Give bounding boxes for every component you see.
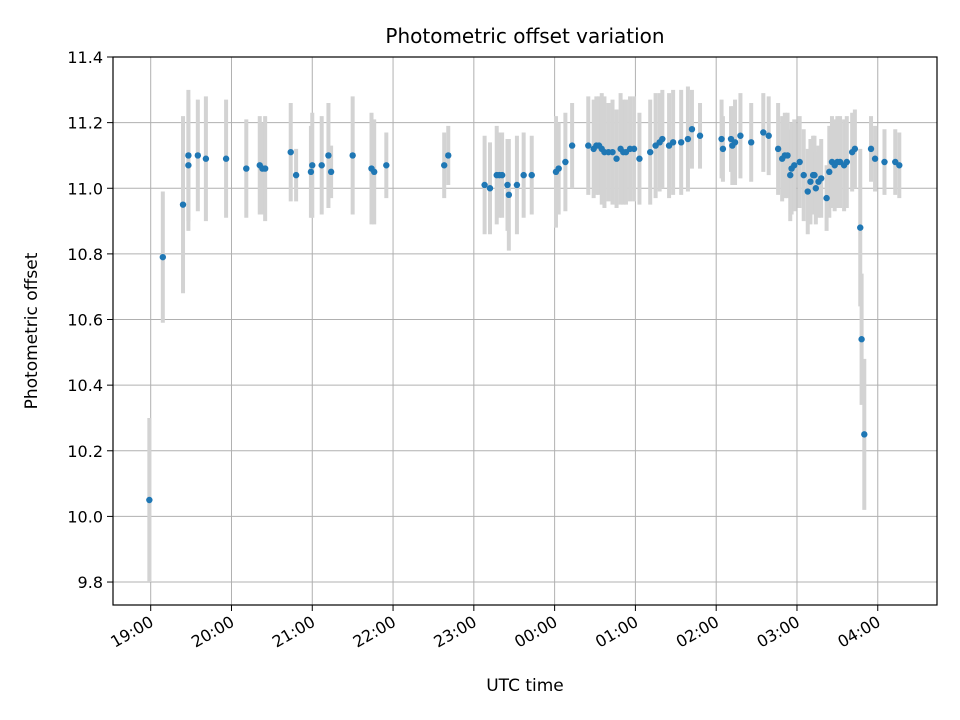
data-point (194, 152, 202, 159)
data-point (383, 162, 390, 169)
data-point (871, 155, 879, 162)
data-point (636, 155, 643, 162)
data-point (486, 185, 494, 192)
data-point (307, 168, 315, 176)
data-point (659, 135, 666, 143)
data-point (791, 162, 798, 169)
data-point (630, 145, 638, 153)
data-point (857, 224, 864, 231)
data-point (807, 178, 814, 185)
data-point (146, 496, 153, 504)
data-point (202, 155, 210, 162)
data-point (287, 148, 294, 156)
data-point (318, 162, 325, 169)
data-point (505, 191, 513, 199)
y-tick-label: 11.4 (67, 48, 103, 67)
data-point (765, 132, 772, 139)
data-point (881, 158, 888, 166)
data-point (811, 171, 818, 179)
data-point (185, 152, 192, 159)
data-point (371, 168, 378, 176)
data-point (613, 155, 620, 162)
data-point (513, 181, 521, 189)
data-point (349, 152, 356, 159)
data-point (851, 145, 859, 153)
data-point (585, 142, 592, 149)
data-point (562, 158, 569, 166)
y-tick-label: 9.8 (78, 573, 103, 592)
data-point (804, 188, 811, 195)
data-point (498, 171, 506, 179)
data-point (684, 135, 692, 143)
data-points (146, 125, 903, 504)
data-point (796, 158, 803, 166)
data-point (858, 336, 865, 343)
data-point (555, 165, 562, 172)
data-point (861, 431, 868, 438)
data-point (718, 135, 725, 143)
data-point (520, 171, 527, 179)
data-point (800, 171, 807, 179)
data-point (609, 148, 616, 156)
data-point (747, 139, 755, 146)
y-axis-title: Photometric offset (22, 252, 42, 409)
y-tick-label: 10.0 (67, 507, 103, 526)
data-point (669, 139, 677, 146)
data-point (784, 152, 791, 159)
y-tick-label: 10.4 (67, 376, 103, 395)
data-point (528, 171, 535, 179)
data-point (867, 145, 875, 153)
x-axis-title: UTC time (486, 676, 564, 696)
chart-title: Photometric offset variation (385, 24, 664, 48)
data-point (481, 181, 488, 189)
data-point (445, 152, 452, 159)
data-point (243, 165, 250, 172)
data-point (823, 194, 830, 202)
data-point (818, 175, 825, 182)
data-point (309, 162, 316, 169)
data-point (325, 152, 332, 159)
data-point (719, 145, 727, 153)
data-point (688, 125, 696, 133)
y-tick-label: 10.8 (67, 245, 103, 264)
data-point (896, 162, 903, 169)
data-point (737, 132, 744, 139)
plot-frame (112, 56, 938, 606)
data-point (504, 181, 511, 189)
y-tick-label: 10.2 (67, 442, 103, 461)
data-point (812, 185, 820, 192)
data-point (327, 168, 335, 176)
data-point (696, 132, 704, 139)
data-point (787, 171, 794, 179)
data-point (159, 253, 167, 261)
y-tick-label: 10.6 (67, 311, 103, 330)
data-point (774, 145, 782, 153)
data-point (677, 139, 685, 146)
data-point (760, 129, 767, 136)
data-point (222, 155, 230, 162)
data-point (826, 168, 833, 176)
data-point (441, 162, 448, 169)
data-point (731, 139, 739, 146)
data-point (568, 142, 576, 149)
data-point (185, 162, 192, 169)
data-point (179, 201, 187, 208)
y-tick-label: 11.2 (67, 114, 103, 133)
data-point (647, 148, 654, 156)
data-point (261, 165, 269, 172)
data-point (292, 171, 300, 179)
y-tick-label: 11.0 (67, 179, 103, 198)
data-point (843, 158, 850, 166)
